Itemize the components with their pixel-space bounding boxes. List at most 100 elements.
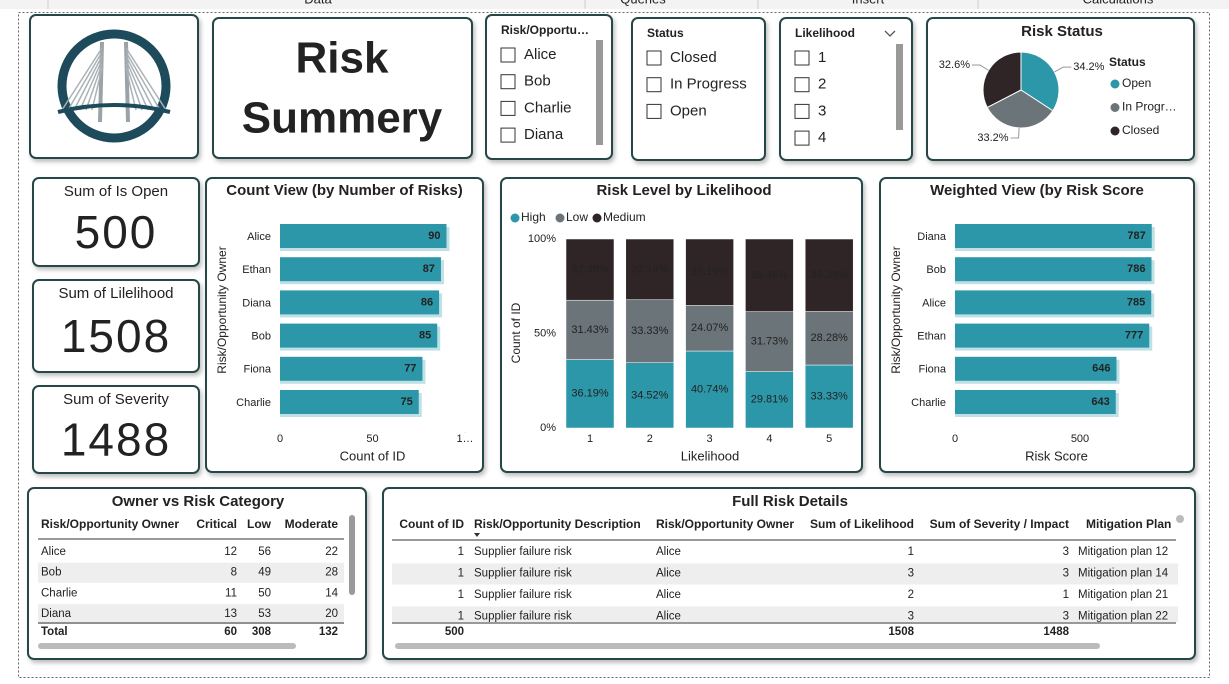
scrollbar (896, 44, 903, 130)
slicer-checkbox[interactable] (500, 74, 516, 90)
category-label: Fiona (243, 364, 271, 376)
ribbon-tab: Queries (620, 0, 666, 6)
scrollbar[interactable] (38, 643, 296, 649)
bar-segment (625, 238, 675, 301)
column-header: Low (247, 517, 272, 531)
data-label: 38.38% (811, 269, 849, 281)
slicer-checkbox[interactable] (646, 103, 662, 119)
table-cell: Mitigation plan 21 (1078, 589, 1168, 601)
legend-marker (510, 213, 520, 223)
data-label: 33.2% (977, 132, 1008, 144)
table-cell: 3 (908, 611, 914, 623)
slicer-title: Risk/Opportu… (501, 23, 589, 37)
total-cell: 60 (224, 626, 237, 638)
data-label: 28.28% (811, 332, 849, 344)
y-tick-label: 0% (540, 422, 556, 434)
table-cell: 1 (1063, 589, 1069, 601)
x-tick-label: 50 (366, 433, 378, 445)
bar (955, 224, 1152, 248)
table-cell: Diana (41, 608, 72, 620)
slicer-title: Likelihood (795, 26, 855, 40)
x-tick-label: 500 (1071, 433, 1089, 445)
logo-cable (61, 47, 103, 111)
column-header: Risk/Opportunity Description (474, 517, 641, 531)
logo-cable (73, 55, 103, 111)
scrollbar[interactable] (1176, 515, 1184, 523)
sort-indicator (474, 533, 480, 537)
table-cell: 50 (258, 587, 271, 599)
bar-segment (745, 238, 794, 312)
data-label: 785 (1127, 296, 1145, 308)
y-tick-label: 100% (528, 233, 556, 245)
table-cell: Alice (656, 589, 681, 601)
category-label: Alice (247, 231, 271, 243)
chart-panel (926, 17, 1195, 161)
table-cell: 3 (1063, 546, 1069, 558)
bar (280, 390, 419, 414)
table-cell: Supplier failure risk (474, 568, 572, 580)
slicer-checkbox[interactable] (646, 50, 662, 66)
bar-segment (685, 238, 734, 306)
x-tick-label: 4 (766, 433, 772, 445)
legend-marker (1110, 79, 1120, 89)
category-label: Alice (922, 297, 946, 309)
card-label: Sum of Severity (63, 391, 169, 408)
bar-segment (565, 299, 615, 360)
slicer-checkbox[interactable] (500, 47, 516, 63)
scrollbar[interactable] (349, 515, 355, 595)
leader-line (971, 64, 989, 71)
slicer-checkbox[interactable] (794, 50, 810, 66)
card-value: 500 (75, 206, 158, 258)
data-label: 32.6% (939, 59, 970, 71)
table-cell: 3 (1063, 568, 1069, 580)
data-label: 75 (401, 396, 413, 408)
slicer-checkbox[interactable] (500, 127, 516, 143)
leader-line (1010, 127, 1020, 139)
x-tick-label: 5 (826, 433, 832, 445)
bar-segment (625, 299, 675, 364)
table-title: Owner vs Risk Category (112, 493, 285, 510)
data-label: 34.52% (631, 389, 669, 401)
logo-cable (67, 51, 103, 111)
slicer-checkbox[interactable] (500, 100, 516, 116)
ribbon-tab: Calculations (1083, 0, 1154, 6)
table-cell: 13 (224, 608, 237, 620)
row-band (392, 563, 1178, 585)
total-cell: 1488 (1043, 626, 1069, 638)
data-label: 32.14% (631, 263, 669, 275)
slicer-panel (779, 17, 913, 161)
logo-cable (85, 63, 103, 111)
chart-title: Count View (by Number of Risks) (226, 182, 462, 199)
table-cell: Alice (656, 546, 681, 558)
category-label: Diana (242, 297, 272, 309)
chart-title: Risk Level by Likelihood (596, 182, 771, 199)
table-cell: 3 (908, 568, 914, 580)
slicer-checkbox[interactable] (794, 130, 810, 146)
page-title: Summery (242, 94, 443, 143)
bar (280, 257, 441, 282)
legend-label: Medium (603, 210, 646, 224)
logo-ring (57, 29, 171, 143)
slicer-checkbox[interactable] (794, 103, 810, 119)
total-cell: 132 (319, 626, 338, 638)
card-panel (32, 177, 200, 267)
logo-cable (125, 51, 161, 111)
y-tick-label: 50% (534, 327, 556, 339)
slicer-checkbox[interactable] (646, 77, 662, 93)
pie-slice (982, 51, 1022, 109)
table-cell: 11 (225, 587, 237, 599)
table-title: Full Risk Details (732, 493, 848, 510)
column-header: Mitigation Plan (1086, 517, 1171, 531)
slicer-checkbox[interactable] (794, 77, 810, 93)
bar-segment (565, 238, 615, 301)
x-tick-label: 0 (277, 433, 283, 445)
total-cell: 1508 (888, 626, 914, 638)
ribbon-tabs: Data Queries Insert Calculations (304, 0, 1154, 6)
y-axis-label: Risk/Opportunity Owner (215, 246, 229, 373)
bar-segment (804, 311, 854, 366)
leader-line (1054, 66, 1072, 73)
table-cell: 2 (908, 589, 914, 601)
bar (955, 257, 1152, 282)
y-axis-label: Count of ID (509, 302, 523, 363)
scrollbar[interactable] (395, 643, 1100, 649)
